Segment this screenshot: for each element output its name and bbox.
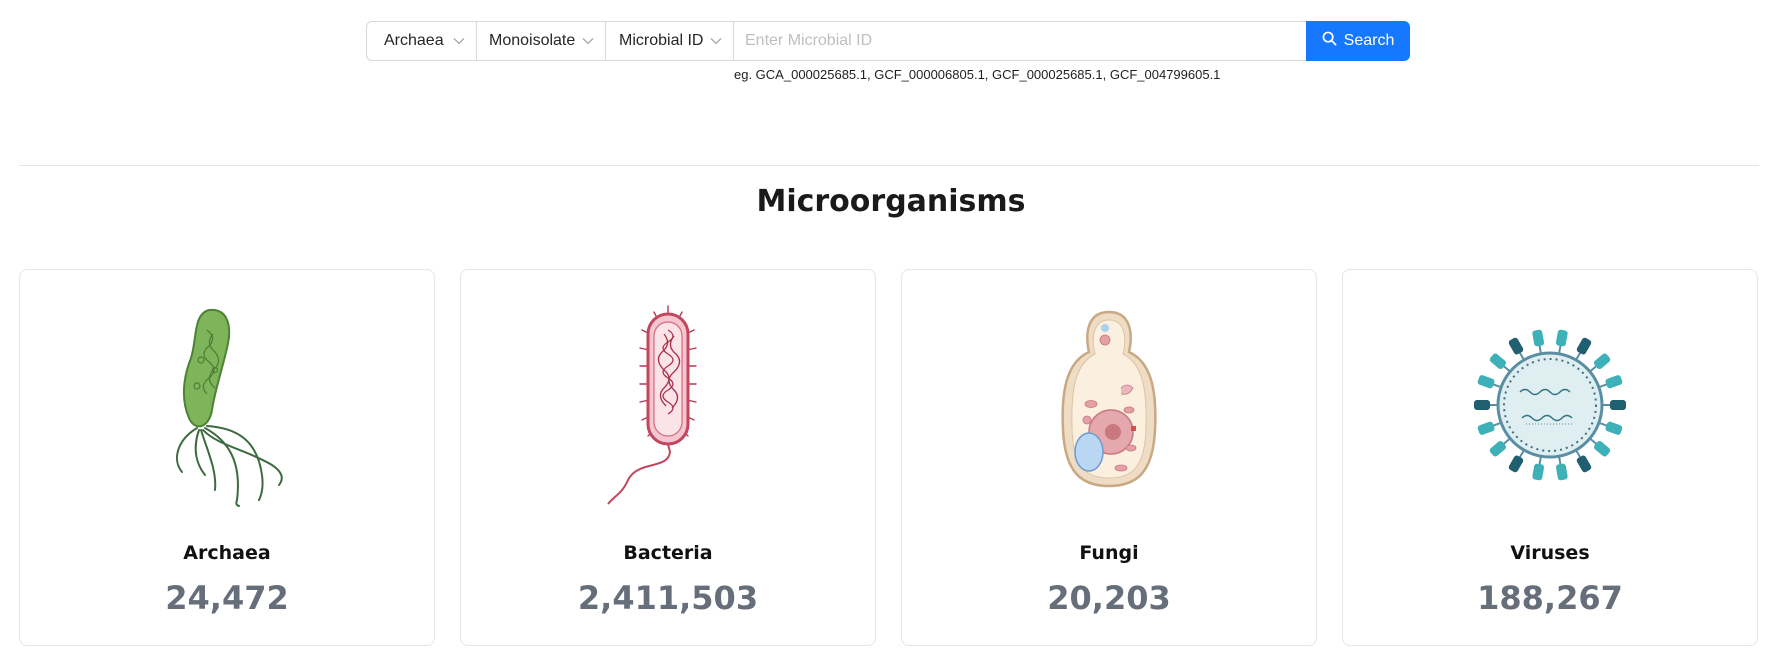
search-field-select[interactable]: Microbial ID xyxy=(605,21,733,61)
card-count: 24,472 xyxy=(165,579,289,617)
card-title: Archaea xyxy=(183,542,271,564)
domain-select-value: Archaea xyxy=(384,32,444,49)
search-button[interactable]: Search xyxy=(1306,21,1410,61)
card-bacteria[interactable]: Bacteria 2,411,503 xyxy=(460,269,876,646)
card-title: Fungi xyxy=(1079,542,1139,564)
card-title: Bacteria xyxy=(623,542,713,564)
card-count: 2,411,503 xyxy=(577,579,759,617)
isolate-type-select-value: Monoisolate xyxy=(489,32,576,49)
card-archaea[interactable]: Archaea 24,472 xyxy=(19,269,435,646)
virus-illustration-icon xyxy=(1343,300,1757,510)
card-title: Viruses xyxy=(1510,542,1590,564)
search-icon xyxy=(1322,31,1337,51)
chevron-down-icon xyxy=(452,34,466,48)
section-divider xyxy=(19,165,1759,166)
domain-select[interactable]: Archaea xyxy=(366,21,476,61)
search-bar: Archaea Monoisolate Microbial ID Search xyxy=(366,21,1410,61)
fungi-illustration-icon xyxy=(902,300,1316,510)
page-title: Microorganisms xyxy=(756,184,1026,219)
card-count: 20,203 xyxy=(1047,579,1171,617)
search-field-select-value: Microbial ID xyxy=(619,32,704,49)
card-viruses[interactable]: Viruses 188,267 xyxy=(1342,269,1758,646)
card-count: 188,267 xyxy=(1477,579,1623,617)
card-fungi[interactable]: Fungi 20,203 xyxy=(901,269,1317,646)
chevron-down-icon xyxy=(709,34,723,48)
chevron-down-icon xyxy=(581,34,595,48)
bacteria-illustration-icon xyxy=(461,300,875,510)
isolate-type-select[interactable]: Monoisolate xyxy=(476,21,605,61)
archaea-illustration-icon xyxy=(20,300,434,510)
microbial-id-input[interactable] xyxy=(733,21,1306,61)
search-example-text: eg. GCA_000025685.1, GCF_000006805.1, GC… xyxy=(734,67,1221,82)
search-button-label: Search xyxy=(1343,32,1395,49)
